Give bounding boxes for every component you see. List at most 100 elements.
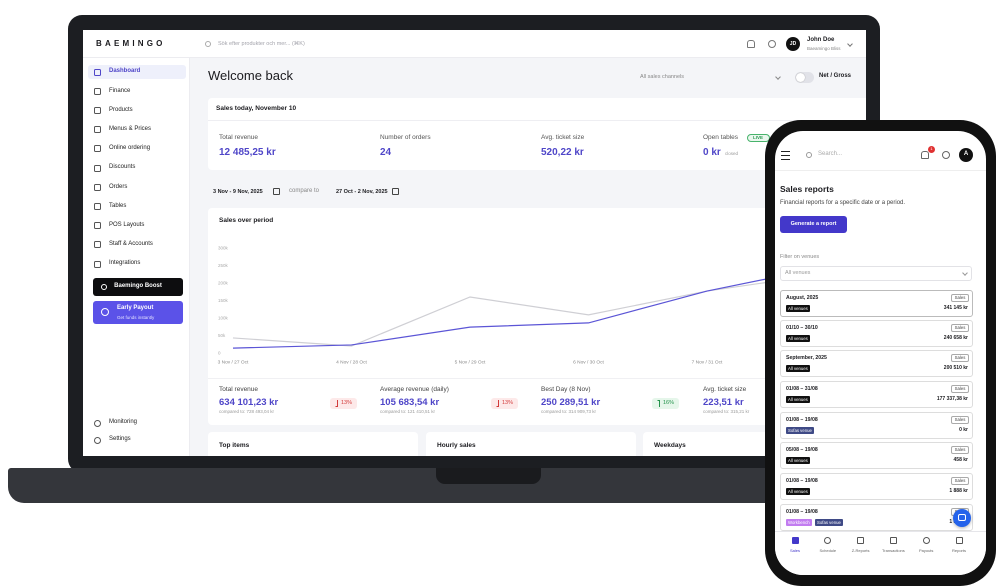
payout-title: Early Payout [117, 305, 154, 312]
change-text: 13% [341, 400, 353, 407]
sales-badge [951, 324, 969, 332]
generate-button[interactable] [780, 216, 847, 233]
stat-value: 12 485,25 kr [219, 147, 276, 158]
report-item[interactable] [780, 350, 973, 377]
tab-label[interactable]: Reports [951, 547, 967, 553]
period-text: 3 Nov - 9 Nov, 2025 [213, 188, 263, 195]
report-item[interactable] [780, 442, 973, 469]
y-tick-label: 0 [218, 351, 221, 356]
menu-icon-line [781, 150, 790, 152]
tab-label[interactable]: Z-Reports [851, 547, 870, 553]
tab-label[interactable]: Sales [789, 547, 801, 553]
toggle-label: Net / Gross [819, 73, 852, 80]
filter-label: Filter on venues [780, 253, 820, 260]
help-icon[interactable] [942, 151, 950, 159]
report-item[interactable] [780, 320, 973, 347]
tab-bar [775, 531, 986, 575]
search-input[interactable]: Search... [818, 151, 843, 158]
search-icon [205, 41, 211, 47]
report-item[interactable] [780, 504, 973, 531]
chat-button[interactable] [953, 509, 971, 527]
tab-icon [889, 537, 897, 544]
logo: BAEMINGO [96, 39, 166, 49]
sales-badge [951, 385, 969, 393]
nav-icon [94, 126, 101, 134]
kpi-label: Best Day (8 Nov) [541, 386, 591, 394]
channel-select[interactable]: All sales channels [640, 73, 685, 80]
report-period: 01/08 – 19/08 [786, 416, 818, 423]
toggle-knob [796, 73, 805, 82]
report-item[interactable] [780, 412, 973, 439]
venue-dropdown[interactable] [780, 266, 972, 281]
boost-button[interactable] [93, 278, 183, 296]
venue-tag: All venues [786, 305, 810, 312]
chat-icon [958, 514, 966, 521]
report-amount: 177 337,38 kr [936, 396, 968, 402]
report-item[interactable] [780, 290, 973, 317]
avatar[interactable] [959, 148, 973, 162]
chart-card [208, 208, 866, 425]
report-amount: 0 kr [959, 427, 968, 433]
nav-icon [94, 106, 101, 114]
bell-icon[interactable] [747, 40, 755, 48]
sales-badge [951, 294, 969, 302]
x-tick-label: 3 Nov / 27 Oct [218, 360, 249, 366]
nav-item[interactable]: Finance [109, 87, 131, 94]
nav-icon [94, 241, 101, 249]
kpi-compare: compared to: 121 410,51 kr [380, 409, 436, 415]
nav-icon [94, 260, 101, 268]
payout-subtitle: Get funds instantly [117, 315, 155, 321]
tab-label[interactable]: Transactions [882, 547, 905, 553]
tab-icon [857, 537, 865, 544]
laptop-base [8, 468, 818, 503]
nav-item[interactable]: Integrations [109, 260, 141, 267]
nav-item[interactable]: Online ordering [109, 145, 151, 152]
page-heading: Welcome back [208, 68, 294, 84]
sales-badge-text: Sales [954, 386, 966, 392]
avatar[interactable] [786, 37, 800, 51]
tab-label[interactable]: Payouts [918, 547, 934, 553]
search-input[interactable]: Sök efter produkter och mer... (⌘K) [218, 40, 305, 47]
nav-item[interactable]: Monitoring [109, 419, 138, 426]
bell-icon[interactable] [921, 151, 929, 159]
venue-tag: Workbench [786, 519, 812, 526]
nav-item[interactable]: Tables [109, 202, 127, 209]
nav-item[interactable]: Settings [109, 436, 131, 443]
nav-item[interactable]: Orders [109, 183, 128, 190]
live-badge-text: LIVE [752, 135, 764, 141]
kpi-value: 250 289,51 kr [541, 397, 601, 409]
change-text: 13% [502, 400, 514, 407]
report-item[interactable] [780, 473, 973, 500]
page-title: Sales reports [780, 183, 834, 194]
nav-item[interactable]: Discounts [109, 164, 136, 171]
nav-icon [94, 164, 101, 172]
nav-item[interactable]: Menus & Prices [109, 126, 152, 132]
tab-label[interactable]: Schedule [819, 547, 837, 553]
nav-item[interactable]: POS Layouts [109, 222, 145, 228]
kpi-value: 223,51 kr [703, 397, 744, 409]
nav-item[interactable]: Staff & Accounts [109, 241, 153, 248]
x-tick-label: 7 Nov / 31 Oct [692, 360, 723, 366]
sales-badge [951, 477, 969, 485]
chart-title: Sales over period [219, 217, 274, 225]
help-icon[interactable] [768, 40, 776, 48]
nav-item-active[interactable] [88, 65, 186, 79]
compare-text: 27 Oct - 2 Nov, 2025 [336, 188, 388, 195]
x-tick-label: 4 Nov / 28 Oct [336, 360, 367, 366]
nav-item[interactable]: Products [109, 106, 133, 113]
y-tick-label: 150k [218, 298, 229, 303]
panel-title: Hourly sales [437, 442, 476, 450]
y-tick-label: 250k [218, 263, 229, 268]
nav-item[interactable]: Dashboard [109, 68, 141, 75]
nav-icon [94, 183, 101, 191]
report-item[interactable] [780, 381, 973, 408]
venue-name: Baeamingo Bliss [807, 46, 841, 52]
avatar-initial: A [963, 151, 969, 158]
venue-tag: Sofas venue [786, 427, 814, 434]
report-period: 01/10 – 30/10 [786, 324, 818, 331]
report-amount: 200 510 kr [943, 365, 968, 371]
menu-icon-line [781, 154, 790, 156]
sales-badge [951, 416, 969, 424]
payout-button[interactable] [93, 301, 183, 324]
